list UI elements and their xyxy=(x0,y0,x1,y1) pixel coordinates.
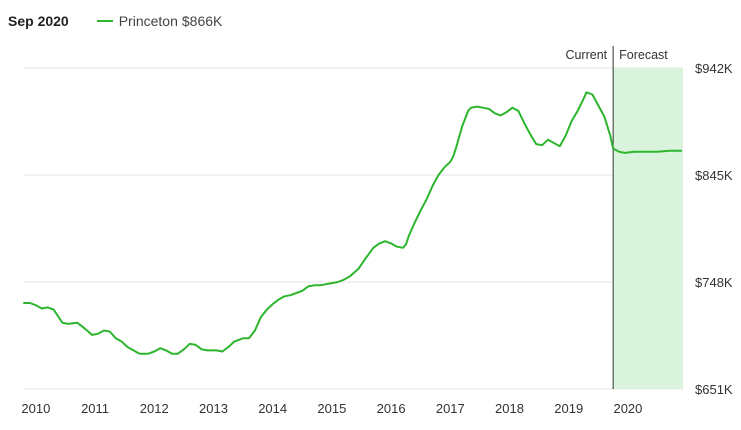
series-layer xyxy=(23,91,683,355)
legend-line-icon xyxy=(96,20,113,22)
current-label: Current xyxy=(565,48,607,62)
legend-item-princeton[interactable]: Princeton $866K xyxy=(96,13,223,29)
forecast-region-layer: Current Forecast xyxy=(565,46,683,389)
grid-layer xyxy=(24,67,683,390)
x-tick-label-2016: 2016 xyxy=(377,401,406,416)
x-tick-label-2011: 2011 xyxy=(81,401,109,416)
x-tick-label-2013: 2013 xyxy=(199,401,228,416)
x-axis: 2010 2011 2012 2013 2014 2015 2016 2017 2018 2019… xyxy=(21,401,642,416)
x-tick-label-2020: 2020 xyxy=(613,401,642,416)
series-line-0 xyxy=(23,91,683,355)
y-axis: $942K $845K $748K $651K xyxy=(695,61,733,397)
y-tick-label-0: $942K xyxy=(695,61,733,76)
forecast-label: Forecast xyxy=(619,48,668,62)
x-tick-label-2019: 2019 xyxy=(554,401,583,416)
x-tick-label-2018: 2018 xyxy=(495,401,524,416)
legend-value: $866K xyxy=(181,13,223,29)
chart-header: Sep 2020 Princeton $866K xyxy=(8,8,222,34)
y-tick-label-1: $845K xyxy=(695,168,733,183)
x-tick-label-2012: 2012 xyxy=(140,401,169,416)
y-tick-label-2: $748K xyxy=(695,275,733,290)
x-tick-label-2014: 2014 xyxy=(258,401,287,416)
forecast-region xyxy=(613,68,683,389)
y-tick-label-3: $651K xyxy=(695,382,733,397)
date-label: Sep 2020 xyxy=(8,13,69,29)
x-tick-label-2015: 2015 xyxy=(317,401,346,416)
x-tick-label-2010: 2010 xyxy=(21,401,50,416)
x-tick-label-2017: 2017 xyxy=(436,401,465,416)
legend-label: Princeton xyxy=(118,13,178,29)
